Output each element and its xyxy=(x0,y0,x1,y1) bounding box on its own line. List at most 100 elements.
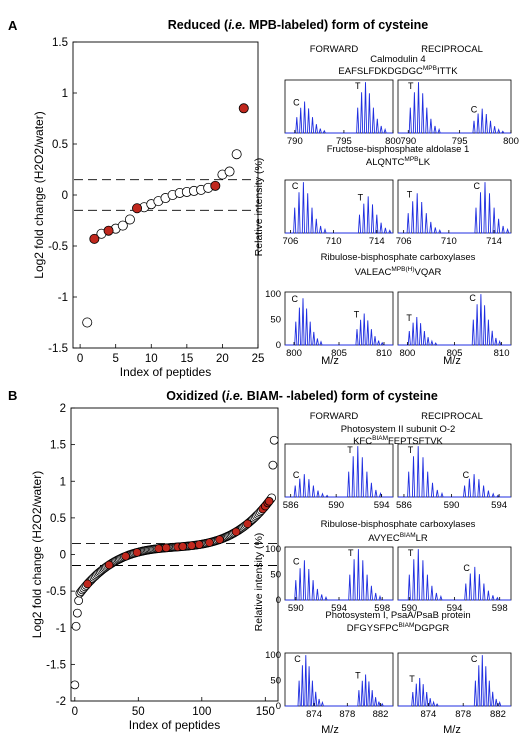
open-point xyxy=(269,435,279,445)
y-tick-label: -0.5 xyxy=(46,586,66,598)
x-tick-label: 590 xyxy=(288,603,304,614)
spectrum-frame xyxy=(397,291,512,346)
peak-label-c: C xyxy=(294,654,301,664)
x-tick-label: 20 xyxy=(216,353,229,365)
peptide-sequence: AVYECBIAMLR xyxy=(368,532,428,544)
spectrum-trace xyxy=(398,82,511,134)
red-point xyxy=(205,538,214,547)
x-tick-label: 800 xyxy=(399,348,415,359)
peak-label-c: C xyxy=(471,105,478,115)
peak-label-c: C xyxy=(471,654,478,664)
x-tick-label: 800 xyxy=(286,348,302,359)
protein-name: Fructose-bisphosphate aldolase 1 xyxy=(327,144,470,155)
spectrum-B_spectra_3-forward: C T 874 878 882 0 50 100 xyxy=(265,650,394,720)
peak-label-t: T xyxy=(408,445,414,455)
x-tick-label: 594 xyxy=(374,500,390,511)
peptide-label-sup: MPB xyxy=(423,65,437,72)
red-point xyxy=(231,527,241,537)
peak-label-t: T xyxy=(354,309,360,319)
x-tick-label: 714 xyxy=(369,236,385,247)
reciprocal-label: RECIPROCAL xyxy=(421,44,483,55)
peak-label-t: T xyxy=(408,548,414,558)
protein-name: Photosystem II subunit O-2 xyxy=(341,424,456,435)
red-point xyxy=(132,548,142,557)
spectrum-A_spectra_1-reciprocal: T C 790 795 800 xyxy=(397,79,519,147)
x-tick-label: 706 xyxy=(396,236,412,247)
peptide-label-sup: BIAM xyxy=(400,532,416,539)
spectrum-frame xyxy=(397,652,512,707)
y-tick-label: 50 xyxy=(270,570,281,581)
x-tick-label: 810 xyxy=(494,348,510,359)
spectrum-A_spectra_2-reciprocal: T C 706 710 714 xyxy=(396,179,512,247)
y-tick-label: 2 xyxy=(60,403,66,415)
x-tick-label: 0 xyxy=(72,706,78,718)
spectrum-trace xyxy=(398,294,511,346)
y-tick-label: 0 xyxy=(62,190,68,202)
red-point xyxy=(187,541,197,551)
protein-name: Ribulose-bisphosphate carboxylases xyxy=(321,519,476,530)
peptide-seq-pre: VALEAC xyxy=(355,267,392,278)
spectrum-B_spectra_1-forward: C T 586 590 594 xyxy=(283,443,394,511)
x-tick-label: 15 xyxy=(180,353,193,365)
x-tick-label: 878 xyxy=(455,709,471,720)
spectra-y-label: Relative intensity (%) xyxy=(253,533,265,632)
y-tick-label: 100 xyxy=(265,650,281,661)
x-tick-label: 25 xyxy=(252,353,265,365)
x-tick-label: 805 xyxy=(331,348,347,359)
forward-label: FORWARD xyxy=(310,411,359,422)
protein-name: Photosystem I, PsaA/PsaB protein xyxy=(325,610,470,621)
x-tick-label: 100 xyxy=(192,706,211,718)
x-tick-label: 805 xyxy=(447,348,463,359)
spectrum-A_spectra_3-reciprocal: T C 800 805 810 xyxy=(397,291,512,359)
red-point xyxy=(194,540,204,549)
x-tick-label: 10 xyxy=(145,353,158,365)
peptide-seq-post: FEPTSFTVK xyxy=(388,436,444,447)
y-axis-label: Log2 fold change (H2O2/water) xyxy=(30,471,44,638)
open-point xyxy=(268,460,278,470)
spectrum-trace xyxy=(285,655,393,707)
x-tick-label: 878 xyxy=(339,709,355,720)
x-tick-label: 790 xyxy=(287,136,303,147)
spectrum-frame xyxy=(284,443,394,498)
peptide-sequence: VALEACMPB(H)VQAR xyxy=(355,266,442,278)
y-tick-label: 1.5 xyxy=(50,440,66,452)
peptide-sequence: DFGYSFPCBIAMDGPGR xyxy=(347,622,450,634)
y-tick-label: -1.5 xyxy=(46,659,66,671)
red-point xyxy=(238,103,249,114)
y-tick-label: 50 xyxy=(270,315,281,326)
y-tick-label: -0.5 xyxy=(48,241,68,253)
x-axis-label: Index of peptides xyxy=(129,718,220,732)
red-point xyxy=(264,496,274,506)
spectra-x-label-fwd: M/z xyxy=(321,724,339,736)
spectrum-trace xyxy=(285,298,393,346)
y-tick-label: -1 xyxy=(56,623,66,635)
peak-label-t: T xyxy=(355,670,361,680)
peak-label-c: C xyxy=(293,97,300,107)
panel-a-title: Reduced (i.e. MPB-labeled) form of cyste… xyxy=(168,18,429,32)
y-tick-label: 0 xyxy=(276,595,281,606)
y-tick-label: 100 xyxy=(265,544,281,555)
x-tick-label: 594 xyxy=(447,603,463,614)
x-tick-label: 5 xyxy=(112,353,118,365)
reciprocal-label: RECIPROCAL xyxy=(421,411,483,422)
x-tick-label: 882 xyxy=(373,709,389,720)
x-tick-label: 594 xyxy=(331,603,347,614)
peak-label-t: T xyxy=(355,81,361,91)
spectra-x-label-rec: M/z xyxy=(443,355,461,367)
y-tick-label: 0 xyxy=(276,701,281,712)
panel-b-letter: B xyxy=(8,388,17,403)
spectrum-trace xyxy=(398,655,511,707)
open-point xyxy=(71,621,81,631)
y-tick-label: 1.5 xyxy=(52,37,68,49)
spectra-y-label: Relative intensity (%) xyxy=(253,158,265,257)
y-tick-label: -1 xyxy=(58,292,68,304)
x-tick-label: 710 xyxy=(326,236,342,247)
red-point xyxy=(161,543,171,553)
x-tick-label: 790 xyxy=(400,136,416,147)
open-point xyxy=(70,680,80,690)
red-point xyxy=(178,542,188,551)
spectra-x-label-fwd: M/z xyxy=(321,355,339,367)
peptide-sequence: EAFSLFDKDGDGCMPBITTK xyxy=(338,65,458,77)
open-point xyxy=(117,220,128,231)
spectrum-trace xyxy=(285,182,393,234)
